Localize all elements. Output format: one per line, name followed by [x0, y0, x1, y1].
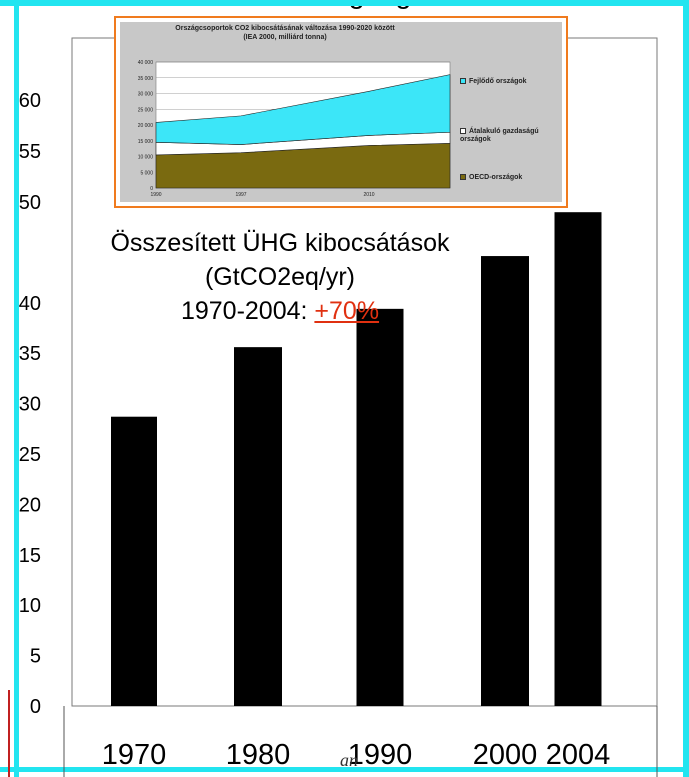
y-tick-label: 40	[19, 293, 41, 315]
bar-2000	[481, 256, 529, 706]
cyan-bar-top	[0, 0, 689, 6]
legend-swatch-icon	[460, 78, 466, 84]
inset-y-tick: 35 000	[138, 76, 154, 82]
inset-y-tick: 15 000	[138, 139, 154, 145]
inset-subtitle: (IEA 2000, milliárd tonna)	[243, 34, 327, 41]
x-tick-label: 1990	[348, 739, 413, 771]
inset-title-main: Országcsoportok CO2 kibocsátásának válto…	[175, 25, 395, 32]
y-axis-ticks: 0 5 10 15 20 25 30 35 40 50 55 60	[19, 90, 41, 718]
annotation-line-3: 1970-2004: +70%	[60, 294, 500, 328]
inset-legend-oecd: OECD-országok	[460, 174, 570, 182]
x-tick-label: 1970	[102, 739, 167, 771]
annotation-percent: +70%	[314, 297, 380, 325]
cyan-bar-left	[14, 0, 19, 777]
inset-legend-label: Átalakuló gazdaságú országok	[460, 128, 539, 143]
bar-2004	[554, 212, 602, 706]
inset-y-tick: 0	[150, 186, 153, 192]
bar-1990	[356, 308, 404, 706]
cyan-bar-right	[683, 0, 689, 777]
y-tick-label: 20	[19, 494, 41, 516]
inset-y-tick: 40 000	[138, 60, 154, 66]
bar-1970	[111, 416, 157, 706]
annotation-period: 1970-2004:	[180, 297, 315, 325]
inset-y-tick: 5 000	[140, 170, 153, 176]
inset-x-tick: 2010	[363, 192, 374, 198]
bottom-glyph: an	[340, 750, 358, 770]
inset-legend-label: OECD-országok	[469, 174, 523, 181]
y-tick-label: 60	[19, 90, 41, 112]
inset-x-tick: 1990	[150, 192, 161, 198]
bar-1980	[234, 347, 282, 706]
y-tick-label: 5	[30, 646, 41, 668]
bars	[111, 212, 602, 706]
y-tick-label: 30	[19, 394, 41, 416]
inset-area-svg: 0 5 000 10 000 15 000 20 000 25 000 30 000 35 0…	[138, 60, 451, 198]
cyan-bar-bottom	[0, 767, 689, 772]
inset-legend-fejlodo: Fejlődő országok	[460, 78, 570, 86]
y-tick-label: 50	[19, 192, 41, 214]
inset-x-tick: 1997	[235, 192, 246, 198]
x-tick-label: 2004	[546, 739, 611, 771]
inset-chart: Országcsoportok CO2 kibocsátásának válto…	[114, 16, 568, 208]
y-tick-label: 25	[19, 444, 41, 466]
inset-y-tick: 10 000	[138, 155, 154, 161]
inset-y-tick: 20 000	[138, 123, 154, 129]
y-tick-label: 15	[19, 545, 41, 567]
y-tick-label: 35	[19, 343, 41, 365]
y-tick-label: 10	[19, 595, 41, 617]
chart-annotation: Összesített ÜHG kibocsátások (GtCO2eq/yr…	[60, 226, 500, 328]
legend-swatch-icon	[460, 174, 466, 180]
inset-title: Országcsoportok CO2 kibocsátásának válto…	[120, 24, 450, 42]
inset-plot-area: Országcsoportok CO2 kibocsátásának válto…	[120, 22, 562, 202]
y-tick-label: 55	[19, 141, 41, 163]
red-line-left	[8, 690, 10, 777]
inset-area-fejlodo	[155, 74, 451, 145]
annotation-line-1: Összesített ÜHG kibocsátások	[110, 229, 450, 257]
annotation-line-2: (GtCO2eq/yr)	[204, 263, 356, 291]
x-tick-label: 2000	[473, 739, 538, 771]
inset-legend-atalakulo: Átalakuló gazdaságú országok	[460, 128, 560, 144]
inset-legend-label: Fejlődő országok	[469, 78, 527, 85]
inset-y-tick: 25 000	[138, 107, 154, 113]
x-axis-ticks: 1970 1980 1990 2000 2004	[102, 739, 611, 771]
y-tick-label: 0	[30, 696, 41, 718]
x-tick-label: 1980	[226, 739, 291, 771]
legend-swatch-icon	[460, 128, 466, 134]
inset-y-tick: 30 000	[138, 92, 154, 98]
